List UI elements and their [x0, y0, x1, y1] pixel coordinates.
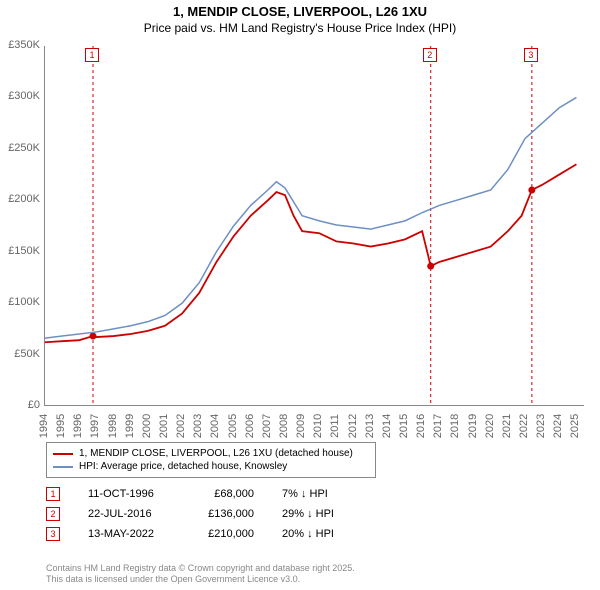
legend-swatch-hpi — [53, 466, 73, 468]
x-tick-label: 2002 — [175, 411, 187, 441]
legend-item-property: 1, MENDIP CLOSE, LIVERPOOL, L26 1XU (det… — [53, 447, 369, 460]
y-tick-label: £150K — [0, 245, 44, 257]
x-tick-label: 2017 — [432, 411, 444, 441]
chart-svg — [45, 46, 585, 406]
y-tick-label: £200K — [0, 193, 44, 205]
x-tick-label: 2009 — [295, 411, 307, 441]
footer-line2: This data is licensed under the Open Gov… — [46, 574, 355, 586]
x-tick-label: 2018 — [449, 411, 461, 441]
transaction-num: 3 — [46, 527, 60, 541]
y-tick-label: £350K — [0, 39, 44, 51]
x-tick-label: 2010 — [312, 411, 324, 441]
footer-line1: Contains HM Land Registry data © Crown c… — [46, 563, 355, 575]
y-tick-label: £250K — [0, 142, 44, 154]
transaction-price: £68,000 — [194, 488, 254, 500]
x-tick-label: 2016 — [415, 411, 427, 441]
x-tick-label: 2000 — [141, 411, 153, 441]
x-tick-label: 2001 — [158, 411, 170, 441]
x-tick-label: 2012 — [347, 411, 359, 441]
chart-title: 1, MENDIP CLOSE, LIVERPOOL, L26 1XU — [0, 0, 600, 19]
x-tick-label: 1998 — [107, 411, 119, 441]
x-tick-label: 2011 — [329, 411, 341, 441]
transaction-table: 1 11-OCT-1996 £68,000 7% ↓ HPI 2 22-JUL-2016 £… — [46, 484, 362, 544]
chart-plot-area — [44, 46, 584, 406]
x-tick-label: 2004 — [209, 411, 221, 441]
transaction-num: 1 — [46, 487, 60, 501]
transaction-date: 22-JUL-2016 — [88, 508, 166, 520]
y-tick-label: £50K — [0, 348, 44, 360]
transaction-marker: 2 — [423, 48, 437, 62]
transaction-marker: 1 — [85, 48, 99, 62]
footer-attribution: Contains HM Land Registry data © Crown c… — [46, 563, 355, 586]
x-tick-label: 2021 — [501, 411, 513, 441]
x-tick-label: 2007 — [261, 411, 273, 441]
x-tick-label: 2022 — [518, 411, 530, 441]
legend-swatch-property — [53, 453, 73, 455]
x-tick-label: 2025 — [569, 411, 581, 441]
x-tick-label: 2024 — [552, 411, 564, 441]
x-tick-label: 2013 — [364, 411, 376, 441]
x-tick-label: 1994 — [38, 411, 50, 441]
x-tick-label: 2023 — [535, 411, 547, 441]
x-tick-label: 1997 — [89, 411, 101, 441]
transaction-date: 11-OCT-1996 — [88, 488, 166, 500]
x-tick-label: 1996 — [72, 411, 84, 441]
transaction-row: 3 13-MAY-2022 £210,000 20% ↓ HPI — [46, 524, 362, 544]
x-tick-label: 1995 — [55, 411, 67, 441]
y-tick-label: £300K — [0, 90, 44, 102]
x-tick-label: 2008 — [278, 411, 290, 441]
transaction-price: £136,000 — [194, 508, 254, 520]
x-tick-label: 2005 — [227, 411, 239, 441]
x-tick-label: 2015 — [398, 411, 410, 441]
legend-label-property: 1, MENDIP CLOSE, LIVERPOOL, L26 1XU (det… — [79, 448, 353, 459]
chart-subtitle: Price paid vs. HM Land Registry's House … — [0, 19, 600, 35]
y-tick-label: £100K — [0, 296, 44, 308]
transaction-diff: 7% ↓ HPI — [282, 488, 362, 500]
transaction-row: 1 11-OCT-1996 £68,000 7% ↓ HPI — [46, 484, 362, 504]
legend-item-hpi: HPI: Average price, detached house, Know… — [53, 460, 369, 473]
transaction-date: 13-MAY-2022 — [88, 528, 166, 540]
x-tick-label: 2014 — [381, 411, 393, 441]
x-tick-label: 1999 — [124, 411, 136, 441]
transaction-num: 2 — [46, 507, 60, 521]
x-tick-label: 2019 — [467, 411, 479, 441]
transaction-marker: 3 — [524, 48, 538, 62]
transaction-diff: 29% ↓ HPI — [282, 508, 362, 520]
y-tick-label: £0 — [0, 399, 44, 411]
transaction-row: 2 22-JUL-2016 £136,000 29% ↓ HPI — [46, 504, 362, 524]
x-tick-label: 2020 — [484, 411, 496, 441]
x-tick-label: 2003 — [192, 411, 204, 441]
x-tick-label: 2006 — [244, 411, 256, 441]
transaction-price: £210,000 — [194, 528, 254, 540]
legend: 1, MENDIP CLOSE, LIVERPOOL, L26 1XU (det… — [46, 442, 376, 478]
legend-label-hpi: HPI: Average price, detached house, Know… — [79, 461, 287, 472]
transaction-diff: 20% ↓ HPI — [282, 528, 362, 540]
